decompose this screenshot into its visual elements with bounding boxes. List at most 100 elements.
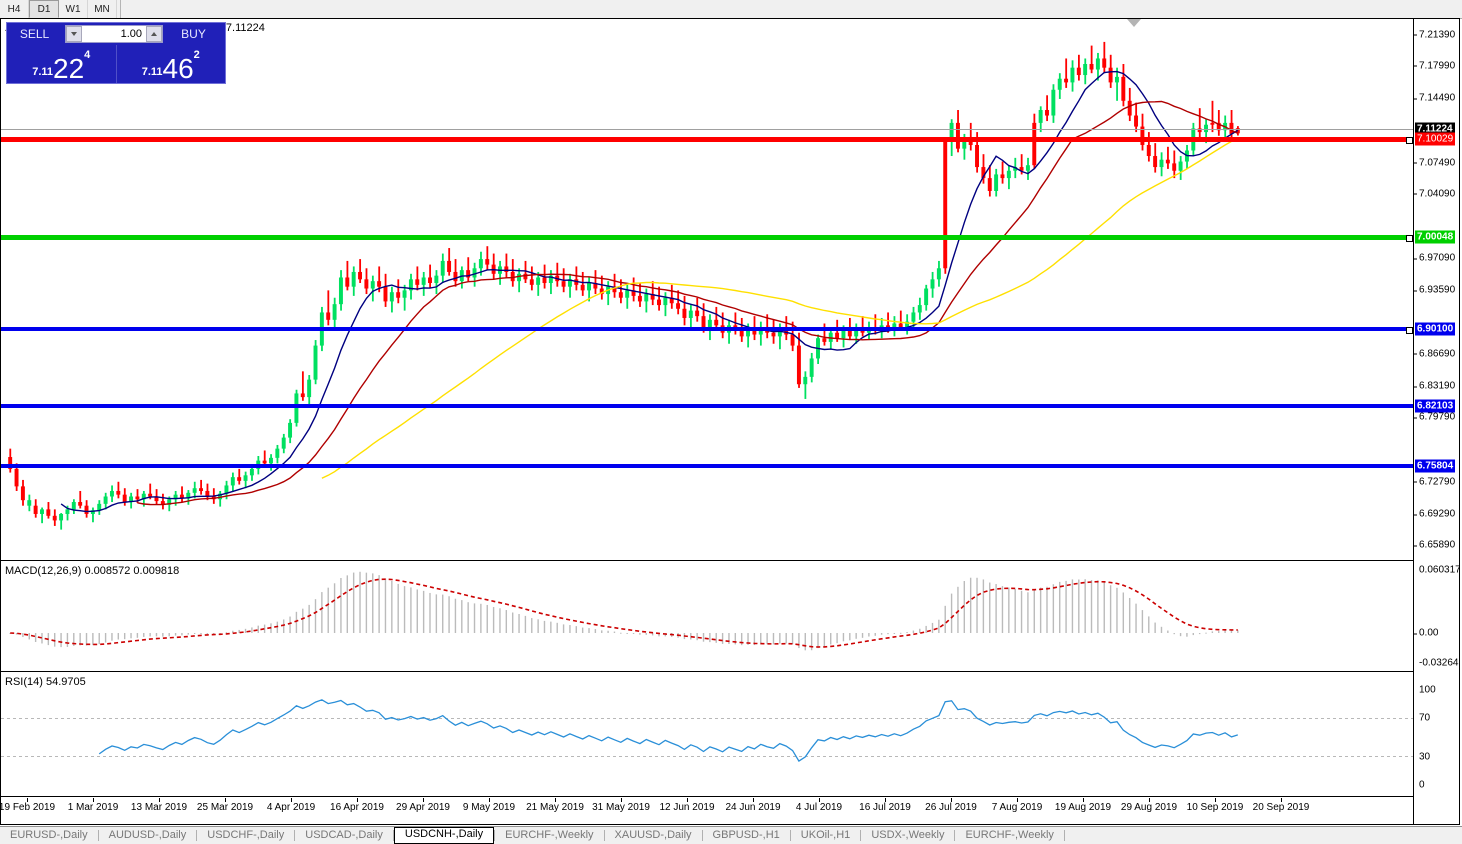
hline-red-anchor[interactable] xyxy=(1406,137,1413,144)
timeframe-w1[interactable]: W1 xyxy=(59,0,88,18)
x-axis-tick xyxy=(687,798,688,802)
timeframe-d1-label: D1 xyxy=(37,3,51,15)
chart-frame: USDCNH-,Daily 7.10673 7.11447 7.10428 7.… xyxy=(0,18,1460,825)
hline-7-10029[interactable] xyxy=(1,137,1413,142)
chart-tab[interactable]: USDCHF-,Daily xyxy=(207,829,285,841)
price-scale[interactable]: 7.21390 7.17990 7.14490 7.07490 7.04090 6.970… xyxy=(1413,19,1460,824)
x-axis-label: 29 Aug 2019 xyxy=(1120,802,1178,813)
chart-tab[interactable]: EURCHF-,Weekly xyxy=(965,829,1054,841)
buy-price-main: 46 xyxy=(162,53,194,84)
price-level-label-blue[interactable]: 6.75804 xyxy=(1415,459,1456,473)
chart-tab[interactable]: UKOil-,H1 xyxy=(800,829,851,841)
price-level-label-blue[interactable]: 6.90100 xyxy=(1415,322,1456,336)
hline-6-90100[interactable] xyxy=(1,327,1413,331)
hline-6-82103[interactable] xyxy=(1,404,1413,408)
price-tick: 7.21390 xyxy=(1414,29,1455,40)
tab-divider xyxy=(701,830,703,841)
volume-input[interactable]: 1.00 xyxy=(120,28,142,40)
chart-tab[interactable]: AUDUSD-,Daily xyxy=(108,829,187,841)
timeframe-h4-label: H4 xyxy=(7,3,21,15)
price-tick: 7.04090 xyxy=(1414,188,1455,199)
x-axis-label: 12 Jun 2019 xyxy=(659,802,715,813)
hline-7-11224[interactable] xyxy=(1,129,1413,130)
chart-top-marker-icon xyxy=(1127,19,1141,27)
x-axis-tick xyxy=(1083,798,1084,802)
tab-divider xyxy=(860,830,862,841)
price-level-label-blue[interactable]: 6.82103 xyxy=(1415,399,1456,413)
timeframe-w1-label: W1 xyxy=(65,3,81,15)
hline-6-75804[interactable] xyxy=(1,464,1413,468)
x-axis-label: 16 Apr 2019 xyxy=(330,802,384,813)
volume-increase-button[interactable] xyxy=(146,26,162,42)
rsi-pane[interactable]: RSI(14) 54.9705 xyxy=(1,673,1413,797)
x-axis-tick xyxy=(291,798,292,802)
tab-divider xyxy=(294,830,296,841)
x-axis-tick xyxy=(159,798,160,802)
x-axis-label: 4 Jul 2019 xyxy=(795,802,843,813)
x-axis-label: 26 Jul 2019 xyxy=(925,802,977,813)
x-axis-tick xyxy=(489,798,490,802)
price-level-label-green[interactable]: 7.00048 xyxy=(1415,230,1456,244)
hline-blue-1-anchor[interactable] xyxy=(1406,327,1413,334)
chart-tab-bar: EURUSD-,Daily AUDUSD-,Daily USDCHF-,Daily U… xyxy=(0,826,1462,844)
chart-tab[interactable]: EURCHF-,Weekly xyxy=(505,829,594,841)
candlestick-plot xyxy=(8,41,1240,530)
hline-7-00048[interactable] xyxy=(1,235,1413,240)
rsi-tick: 30 xyxy=(1419,751,1431,763)
buy-price-pipette: 2 xyxy=(193,49,200,61)
volume-stepper[interactable]: 1.00 xyxy=(65,25,163,43)
x-axis-label: 21 May 2019 xyxy=(526,802,584,813)
x-axis-tick xyxy=(27,798,28,802)
trade-panel-top-row: SELL 1.00 BUY xyxy=(7,23,225,45)
price-tick: 6.93590 xyxy=(1414,285,1455,296)
timeframe-mn[interactable]: MN xyxy=(88,0,117,18)
macd-pane[interactable]: MACD(12,26,9) 0.008572 0.009818 xyxy=(1,562,1413,672)
tab-divider xyxy=(603,830,605,841)
buy-button[interactable]: BUY xyxy=(181,27,206,41)
x-axis-tick xyxy=(885,798,886,802)
price-tick: 6.69290 xyxy=(1414,509,1455,520)
x-axis-tick xyxy=(1149,798,1150,802)
macd-tick: 0.060317 xyxy=(1419,564,1460,576)
timeframe-h4[interactable]: H4 xyxy=(0,0,29,18)
price-pane[interactable]: USDCNH-,Daily 7.10673 7.11447 7.10428 7.… xyxy=(1,19,1413,561)
x-axis-tick xyxy=(225,798,226,802)
buy-price-prefix: 7.11 xyxy=(141,66,163,78)
chart-tab[interactable]: XAUUSD-,Daily xyxy=(614,829,692,841)
timeframe-d1[interactable]: D1 xyxy=(29,0,59,18)
price-level-label-black[interactable]: 7.11224 xyxy=(1415,122,1455,136)
rsi-tick: 100 xyxy=(1419,684,1436,696)
tab-divider xyxy=(1063,830,1065,841)
x-axis-tick xyxy=(753,798,754,802)
macd-tick: -0.032648 xyxy=(1419,657,1460,669)
macd-plot xyxy=(9,571,1239,651)
price-tick: 6.72790 xyxy=(1414,476,1455,487)
chart-tab-active[interactable]: USDCNH-,Daily xyxy=(393,827,495,844)
chart-tab[interactable]: USDX-,Weekly xyxy=(871,829,945,841)
price-tick: 6.86690 xyxy=(1414,348,1455,359)
hline-green-anchor[interactable] xyxy=(1406,235,1413,242)
sell-price-pipette: 4 xyxy=(84,49,91,61)
timeframe-mn-label: MN xyxy=(94,3,110,15)
chart-tab[interactable]: USDCAD-,Daily xyxy=(305,829,383,841)
chart-tab[interactable]: EURUSD-,Daily xyxy=(10,829,88,841)
sell-price-quote[interactable]: 7.11 22 4 xyxy=(7,45,117,83)
x-axis-label: 10 Sep 2019 xyxy=(1186,802,1244,813)
x-axis-tick xyxy=(621,798,622,802)
x-axis: 19 Feb 2019 1 Mar 2019 13 Mar 2019 25 Mar 2… xyxy=(1,798,1413,824)
volume-decrease-button[interactable] xyxy=(66,26,82,42)
buy-price-quote[interactable]: 7.11 46 2 xyxy=(117,45,226,83)
x-axis-label: 24 Jun 2019 xyxy=(725,802,781,813)
x-axis-label: 7 Aug 2019 xyxy=(991,802,1043,813)
tab-divider xyxy=(392,830,394,841)
x-axis-tick xyxy=(819,798,820,802)
x-axis-label: 1 Mar 2019 xyxy=(67,802,119,813)
one-click-trading-panel[interactable]: SELL 1.00 BUY 7.11 22 4 7.11 46 2 xyxy=(6,22,226,84)
toolbar-divider xyxy=(120,0,121,18)
price-level-label-red[interactable]: 7.10029 xyxy=(1415,132,1456,146)
price-tick: 6.97090 xyxy=(1414,253,1455,264)
tab-divider xyxy=(789,830,791,841)
chart-tab[interactable]: GBPUSD-,H1 xyxy=(712,829,780,841)
sell-button[interactable]: SELL xyxy=(19,27,50,41)
